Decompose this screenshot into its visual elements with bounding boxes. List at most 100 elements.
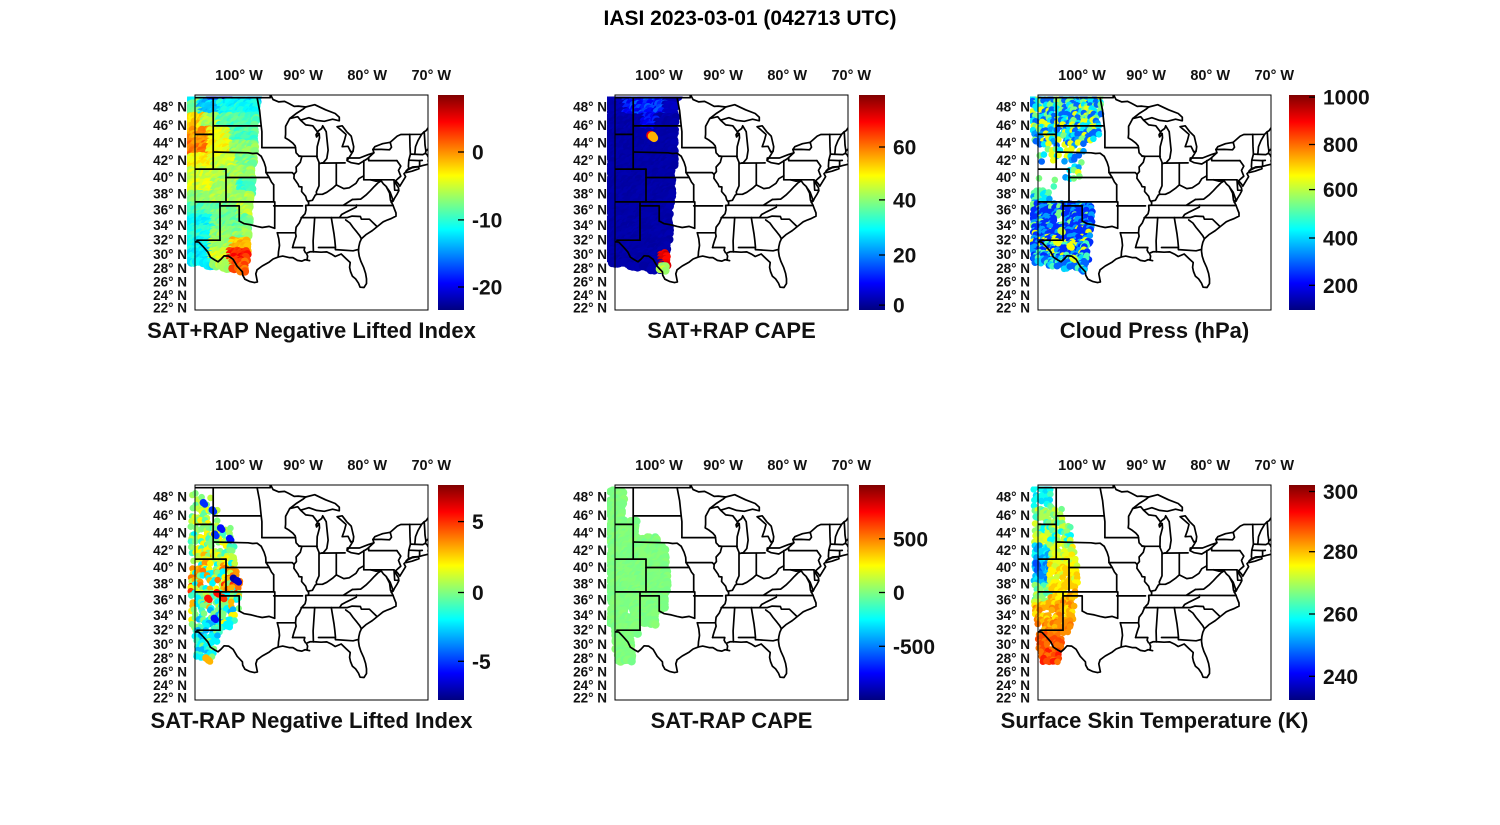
lon-tick-label: 100° W (1058, 68, 1106, 84)
panel-title: Surface Skin Temperature (K) (1001, 708, 1309, 733)
lat-tick-label: 32° N (996, 233, 1030, 248)
lat-tick-label: 32° N (153, 233, 187, 248)
lon-tick-label: 90° W (703, 458, 743, 474)
colorbar: 0 -10 -20 (438, 95, 502, 310)
colorbar-tick-label: 400 (1323, 228, 1358, 251)
lat-tick-label: 26° N (153, 665, 187, 680)
axes-frame (614, 484, 849, 701)
lat-tick-label: 46° N (153, 118, 187, 133)
lon-tick-label: 70° W (411, 458, 451, 474)
data-layer (607, 486, 672, 666)
colorbar: 1000 800 600 400 200 (1289, 87, 1370, 310)
lat-tick-label: 34° N (996, 608, 1030, 623)
lat-tick-label: 38° N (996, 186, 1030, 201)
lat-tick-label: 44° N (573, 526, 607, 541)
panel-5: 100° W 90° W 80° W 70° W 48° N 46° N 44° N 42° … (996, 458, 1308, 733)
data-layer (187, 96, 262, 276)
lon-tick-label: 70° W (411, 68, 451, 84)
panel-4: 100° W 90° W 80° W 70° W 48° N 46° N 44° N 42° … (573, 458, 871, 733)
lat-tick-label: 32° N (153, 623, 187, 638)
lat-tick-label: 46° N (573, 118, 607, 133)
lat-tick-label: 30° N (996, 247, 1030, 262)
axes-frame (194, 94, 429, 311)
colorbar-tick-label: 0 (472, 142, 484, 165)
lat-tick-label: 28° N (996, 261, 1030, 276)
colorbar-tick-label: 0 (472, 582, 484, 605)
lat-tick-label: 30° N (573, 247, 607, 262)
colorbar-tick-label: 0 (893, 582, 905, 605)
lon-tick-label: 90° W (283, 458, 323, 474)
lat-tick-label: 26° N (996, 665, 1030, 680)
colorbar-tick-label: 280 (1323, 541, 1358, 564)
colorbar-tick-label: 1000 (1323, 87, 1370, 110)
lat-tick-label: 36° N (573, 592, 607, 607)
colorbar-tick-label: 200 (1323, 275, 1358, 298)
lat-tick-label: 36° N (573, 202, 607, 217)
axes-frame (1037, 484, 1272, 701)
lat-tick-label: 30° N (573, 637, 607, 652)
lon-tick-label: 80° W (767, 458, 807, 474)
lat-tick-label: 40° N (573, 560, 607, 575)
lon-tick-label: 80° W (1190, 458, 1230, 474)
lat-tick-label: 26° N (153, 275, 187, 290)
lat-tick-label: 44° N (153, 526, 187, 541)
lat-tick-label: 24° N (573, 678, 607, 693)
lat-tick-label: 22° N (996, 690, 1030, 705)
colorbar-tick-label: -20 (472, 277, 502, 300)
axes-frame (194, 484, 429, 701)
colorbar: 60 40 20 0 (859, 95, 916, 318)
lat-tick-label: 22° N (573, 300, 607, 315)
colorbar-tick-label: 60 (893, 137, 916, 160)
lat-tick-label: 32° N (996, 623, 1030, 638)
lon-tick-label: 100° W (1058, 458, 1106, 474)
lat-tick-label: 28° N (153, 651, 187, 666)
lat-tick-label: 22° N (153, 300, 187, 315)
lon-tick-label: 100° W (215, 68, 263, 84)
lat-tick-label: 26° N (573, 275, 607, 290)
lon-tick-label: 100° W (215, 458, 263, 474)
lat-tick-label: 42° N (996, 153, 1030, 168)
lat-tick-label: 48° N (153, 100, 187, 115)
data-layer (1030, 486, 1081, 666)
colorbar-tick-label: 20 (893, 245, 916, 268)
lat-tick-label: 36° N (153, 592, 187, 607)
colorbar-tick-label: 40 (893, 189, 916, 212)
lat-tick-label: 30° N (996, 637, 1030, 652)
lat-tick-label: 28° N (573, 261, 607, 276)
lat-tick-label: 22° N (573, 690, 607, 705)
colorbar-tick-label: 800 (1323, 134, 1358, 157)
lat-tick-label: 38° N (153, 186, 187, 201)
lat-tick-label: 24° N (996, 678, 1030, 693)
lat-tick-label: 22° N (153, 690, 187, 705)
figure-title: IASI 2023-03-01 (042713 UTC) (603, 7, 897, 30)
lat-tick-label: 48° N (573, 490, 607, 505)
axes-frame (1037, 94, 1272, 311)
lon-tick-label: 70° W (1254, 68, 1294, 84)
lat-tick-label: 34° N (573, 218, 607, 233)
panel-3: 100° W 90° W 80° W 70° W 48° N 46° N 44° N 42° … (151, 458, 474, 733)
lat-tick-label: 40° N (996, 170, 1030, 185)
lat-tick-label: 42° N (153, 153, 187, 168)
axes-frame (614, 94, 849, 311)
lon-tick-label: 70° W (1254, 458, 1294, 474)
panel-0: 100° W 90° W 80° W 70° W 48° N 46° N 44° N 42° … (147, 68, 476, 343)
colorbar-tick-label: -10 (472, 209, 502, 232)
colorbar-tick-label: 5 (472, 511, 484, 534)
lat-tick-label: 28° N (153, 261, 187, 276)
panel-1: 100° W 90° W 80° W 70° W 48° N 46° N 44° N 42° … (573, 68, 871, 343)
lat-tick-label: 32° N (573, 233, 607, 248)
panel-title: SAT-RAP CAPE (651, 708, 813, 733)
colorbar: 5 0 -5 (438, 485, 491, 700)
lat-tick-label: 40° N (153, 560, 187, 575)
lon-tick-label: 80° W (1190, 68, 1230, 84)
lat-tick-label: 38° N (573, 576, 607, 591)
data-layer (607, 96, 683, 275)
lat-tick-label: 42° N (573, 543, 607, 558)
lat-tick-label: 34° N (573, 608, 607, 623)
lon-tick-label: 80° W (347, 68, 387, 84)
lat-tick-label: 48° N (153, 490, 187, 505)
lon-tick-label: 100° W (635, 68, 683, 84)
colorbar-tick-label: 500 (893, 528, 928, 551)
